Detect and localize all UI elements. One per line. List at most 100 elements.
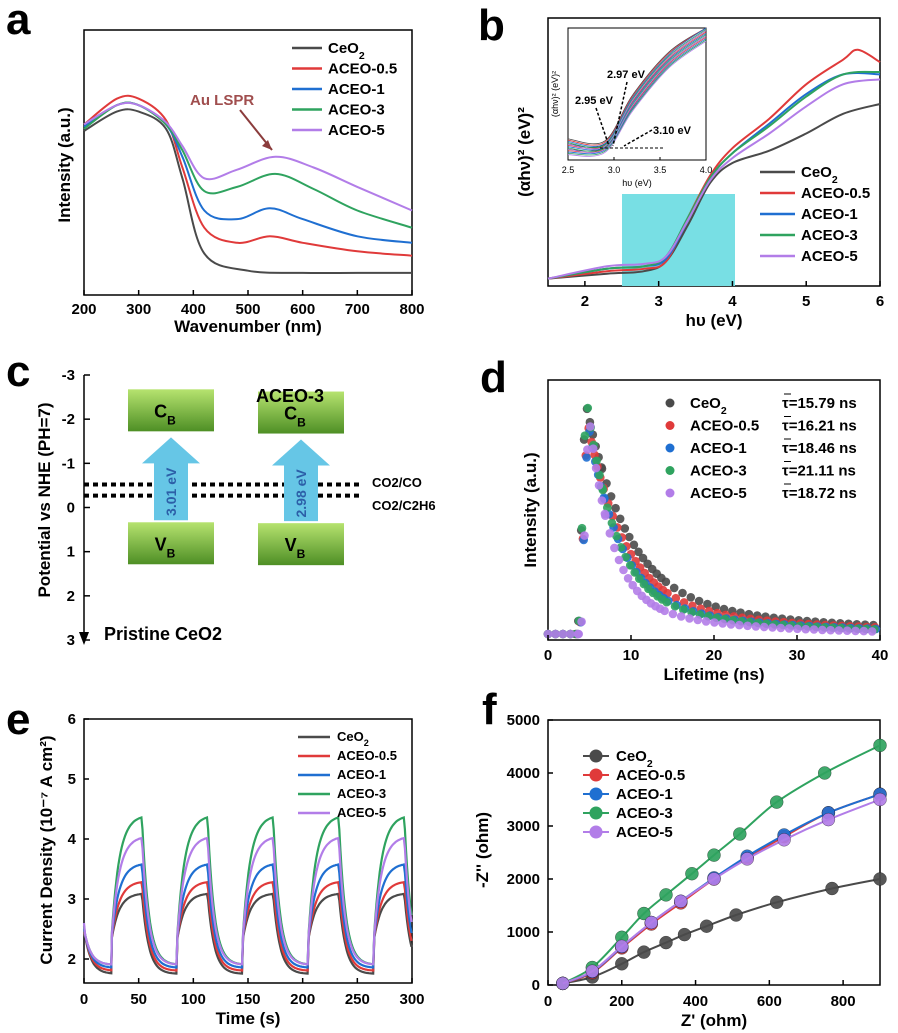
decay-point-4-20 <box>623 574 633 583</box>
decay-point-3-28 <box>662 597 671 607</box>
decay-point-4-43 <box>784 624 794 633</box>
panel-e-ylabel: Current Density (10⁻⁷ A cm²) <box>37 735 56 964</box>
decay-point-0-29 <box>669 583 679 593</box>
series-line-b-0 <box>547 103 881 280</box>
inset-line-4-0 <box>567 40 707 157</box>
legend-marker-d-1 <box>665 421 675 430</box>
nyquist-point-4-2 <box>615 939 629 953</box>
xtick-label-f-1: 200 <box>609 993 634 1010</box>
legend-label-d-4: ACEO-5 <box>690 485 747 502</box>
inset-line-2-2 <box>567 27 707 147</box>
ytick-label-e-2: 4 <box>68 831 77 848</box>
xtick-label-a-5: 700 <box>345 301 370 318</box>
ytick-label-f-1: 1000 <box>507 924 540 941</box>
legend-marker-d-4 <box>665 488 675 498</box>
series-line-a-0 <box>83 108 412 275</box>
panel-e-ticks: 0 50 100 150 200 250 300 2 3 4 5 6 <box>68 711 425 1008</box>
inset-xtick-label-0: 2.5 <box>562 165 575 175</box>
decay-point-4-16 <box>605 529 615 538</box>
decay-point-3-12 <box>595 470 604 480</box>
nyquist-point-0-7 <box>729 908 743 922</box>
inset-xtick-label-1: 3.0 <box>608 165 621 175</box>
xtick-label-e-3: 150 <box>235 991 260 1008</box>
panel-c: c -3 -2 -1 0 1 2 3 Potential vs NHE (PH=7) CBV… <box>6 347 436 649</box>
legend-label-b-2: ACEO-1 <box>801 206 858 223</box>
decay-point-4-51 <box>851 626 860 636</box>
decay-point-4-45 <box>801 624 810 634</box>
nyquist-point-4-1 <box>585 964 599 978</box>
aceo3-title: ACEO-3 <box>256 386 324 406</box>
nyquist-point-3-6 <box>707 848 721 862</box>
ytick-label-f-2: 2000 <box>507 871 540 888</box>
series-line-b-4 <box>547 78 881 280</box>
inset-line-2-1 <box>567 32 707 151</box>
panel-f-ticks: 0 200 400 600 800 0 1000 2000 3000 4000 5000 <box>507 712 856 1010</box>
decay-point-3-19 <box>621 552 630 562</box>
inset-line-1-0 <box>567 36 707 153</box>
panel-f-xlabel: Z' (ohm) <box>681 1011 747 1030</box>
nyquist-point-3-3 <box>637 906 651 921</box>
ytick-label-e-1: 3 <box>68 891 76 908</box>
nyquist-point-0-2 <box>615 957 629 971</box>
ytick-label-c-5: 2 <box>67 588 75 605</box>
cb-bar-1 <box>258 391 344 434</box>
series-line-e-4 <box>82 836 413 966</box>
legend-marker-d-2 <box>665 443 675 453</box>
decay-point-3-6 <box>577 523 587 533</box>
panel-d-label: d <box>480 353 507 402</box>
legend-marker-f-4 <box>589 825 603 839</box>
decay-point-0-21 <box>629 540 639 550</box>
decay-point-4-18 <box>614 555 624 565</box>
decay-point-4-38 <box>743 621 752 631</box>
panel-a-label: a <box>6 0 31 44</box>
xtick-label-d-2: 20 <box>706 647 723 664</box>
decay-point-4-31 <box>685 614 694 623</box>
decay-point-3-7 <box>580 431 590 441</box>
ytick-label-c-0: -3 <box>62 367 75 384</box>
lifetime-label-3: τ=21.11 ns <box>782 463 856 480</box>
ytick-label-c-6: 3 <box>67 632 75 649</box>
xtick-label-d-0: 0 <box>544 647 552 664</box>
nyquist-point-3-7 <box>733 827 747 841</box>
decay-point-4-53 <box>867 627 877 636</box>
nyquist-point-4-5 <box>707 872 721 886</box>
decay-point-4-30 <box>676 612 686 621</box>
lifetime-label-0: τ=15.79 ns <box>782 395 857 412</box>
decay-point-0-31 <box>686 593 696 602</box>
inset-annotation-3: 3.10 eV <box>653 125 692 137</box>
decay-point-0-33 <box>703 599 712 609</box>
panel-c-label: c <box>6 347 30 396</box>
decay-point-4-39 <box>751 622 761 631</box>
nyquist-point-0-5 <box>677 927 692 942</box>
decay-point-3-20 <box>625 561 635 570</box>
decay-point-3-29 <box>670 602 680 611</box>
legend-label-e-0: CeO2 <box>337 729 369 748</box>
legend-label-a-2: ACEO-1 <box>328 81 385 98</box>
bandgap-label-0: 3.01 eV <box>163 467 179 516</box>
decay-point-4-9 <box>586 422 595 431</box>
decay-point-0-17 <box>611 503 620 513</box>
series-line-e-2 <box>82 863 413 969</box>
decay-point-2-7 <box>582 453 591 462</box>
decay-point-3-8 <box>583 403 593 413</box>
panel-b-series <box>547 48 881 280</box>
decay-point-4-48 <box>826 625 835 635</box>
legend-label-b-1: ACEO-0.5 <box>801 185 870 202</box>
xtick-label-b-3: 5 <box>802 293 810 310</box>
nyquist-point-0-10 <box>873 872 887 886</box>
ytick-label-f-0: 0 <box>532 977 540 994</box>
decay-point-3-30 <box>679 605 688 614</box>
panel-b-inset: 2.5 3.0 3.5 4.0 hυ (eV) (αhν)² (eV)² 2.97 e… <box>550 27 712 188</box>
nyquist-point-4-3 <box>644 915 658 930</box>
legend-label-a-0: CeO2 <box>328 40 365 62</box>
inset-pointer-3 <box>623 129 653 147</box>
panel-a-xticks: 200 300 400 500 600 700 800 <box>71 290 425 318</box>
xtick-label-a-3: 500 <box>235 301 260 318</box>
decay-point-4-32 <box>693 615 703 625</box>
decay-point-3-11 <box>592 456 601 466</box>
panel-b-label: b <box>478 1 505 50</box>
decay-point-4-0 <box>543 629 553 639</box>
lifetime-label-4: τ=18.72 ns <box>782 485 857 502</box>
series-line-a-4 <box>83 101 413 212</box>
